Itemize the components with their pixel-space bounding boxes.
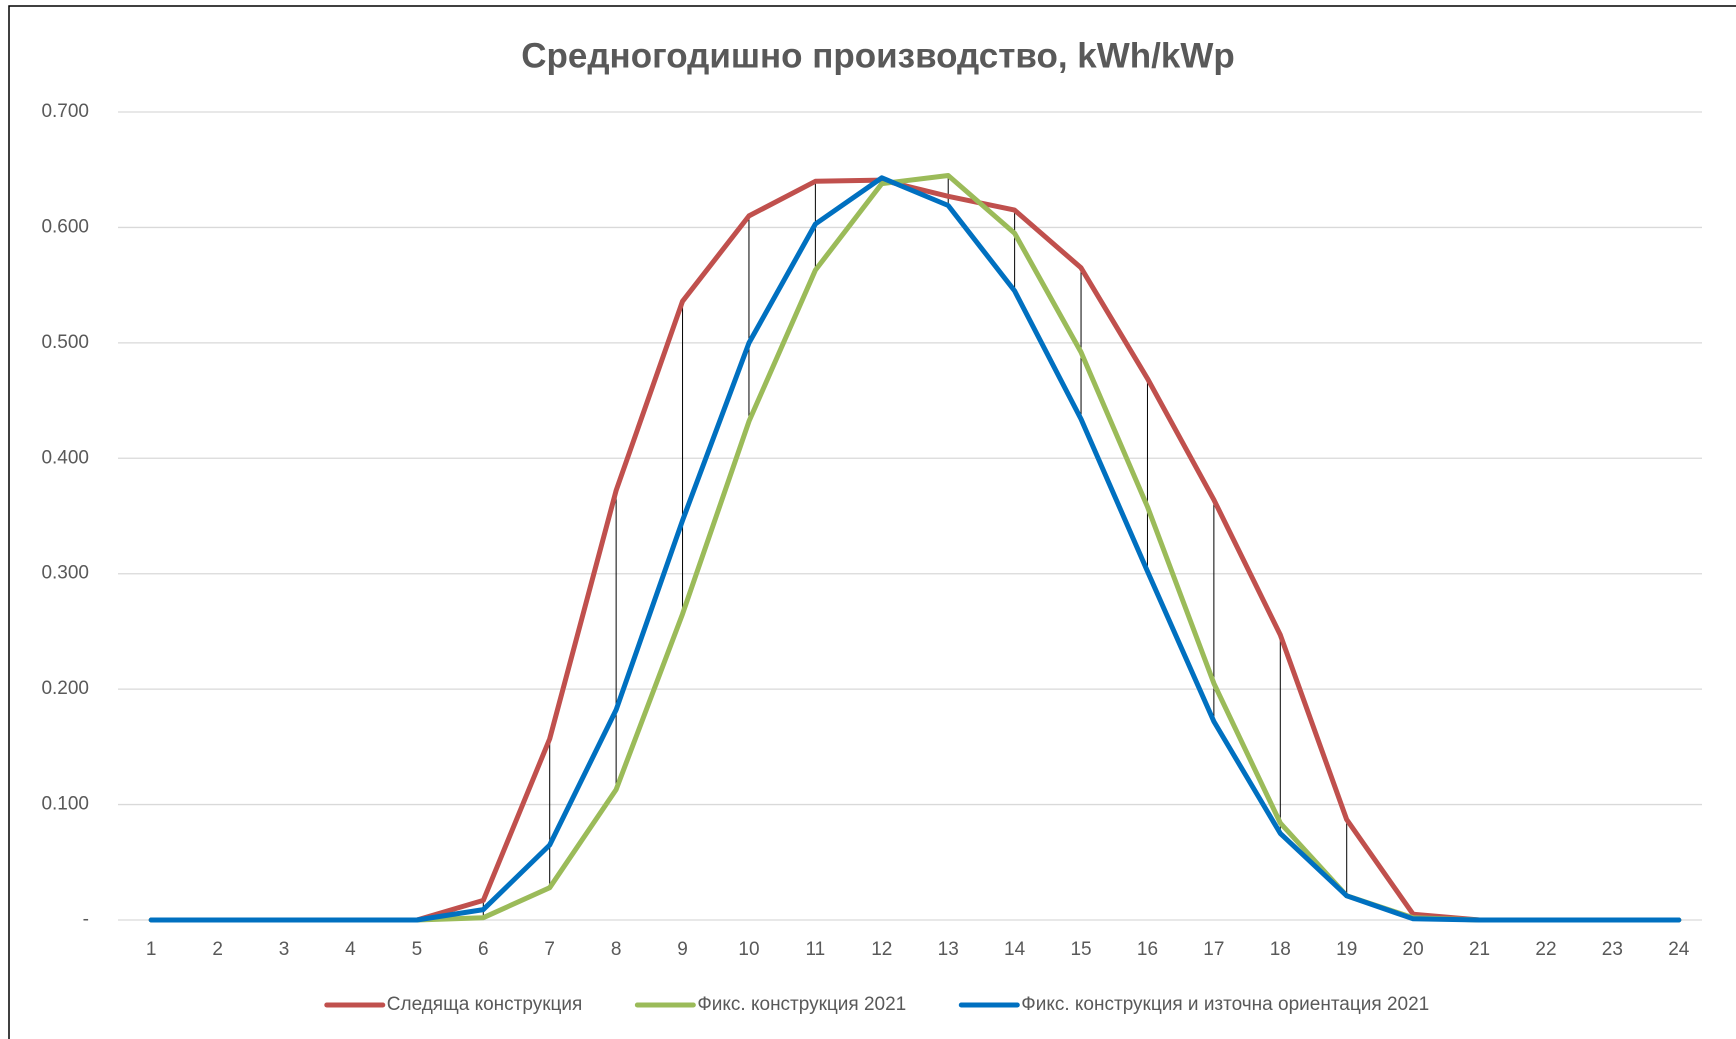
x-tick-label: 21: [1469, 939, 1490, 960]
x-tick-label: 4: [345, 939, 356, 960]
x-tick-label: 2: [212, 939, 223, 960]
legend-label: Фикс. конструкция 2021: [697, 994, 906, 1015]
x-tick-label: 16: [1137, 939, 1158, 960]
y-tick-label: 0.300: [41, 563, 89, 584]
x-tick-label: 9: [677, 939, 688, 960]
chart-title: Средногодишно производство, kWh/kWp: [521, 36, 1235, 75]
y-tick-label: 0.400: [41, 447, 89, 468]
x-tick-label: 17: [1203, 939, 1224, 960]
x-tick-label: 10: [738, 939, 759, 960]
x-tick-label: 13: [938, 939, 959, 960]
x-tick-label: 22: [1535, 939, 1556, 960]
y-tick-label: 0.600: [41, 216, 89, 237]
x-tick-label: 3: [279, 939, 290, 960]
x-tick-label: 15: [1070, 939, 1091, 960]
x-tick-label: 6: [478, 939, 489, 960]
x-tick-label: 19: [1336, 939, 1357, 960]
chart-frame: [8, 5, 1736, 1039]
y-tick-label: 0.700: [41, 101, 89, 122]
y-tick-label: -: [83, 909, 89, 930]
x-tick-label: 18: [1270, 939, 1291, 960]
y-tick-label: 0.200: [41, 678, 89, 699]
x-tick-label: 7: [544, 939, 555, 960]
x-tick-label: 1: [146, 939, 157, 960]
y-tick-label: 0.100: [41, 794, 89, 815]
x-tick-label: 23: [1602, 939, 1623, 960]
legend-label: Следяща конструкция: [387, 994, 583, 1015]
x-tick-label: 12: [871, 939, 892, 960]
y-tick-label: 0.500: [41, 332, 89, 353]
x-tick-label: 20: [1403, 939, 1424, 960]
x-tick-label: 14: [1004, 939, 1026, 960]
x-tick-label: 8: [611, 939, 622, 960]
x-tick-label: 11: [806, 939, 826, 960]
legend-label: Фикс. конструкция и източна ориентация 2…: [1021, 994, 1429, 1015]
x-tick-label: 5: [412, 939, 423, 960]
series-line: [148, 175, 1682, 923]
x-tick-label: 24: [1668, 939, 1690, 960]
